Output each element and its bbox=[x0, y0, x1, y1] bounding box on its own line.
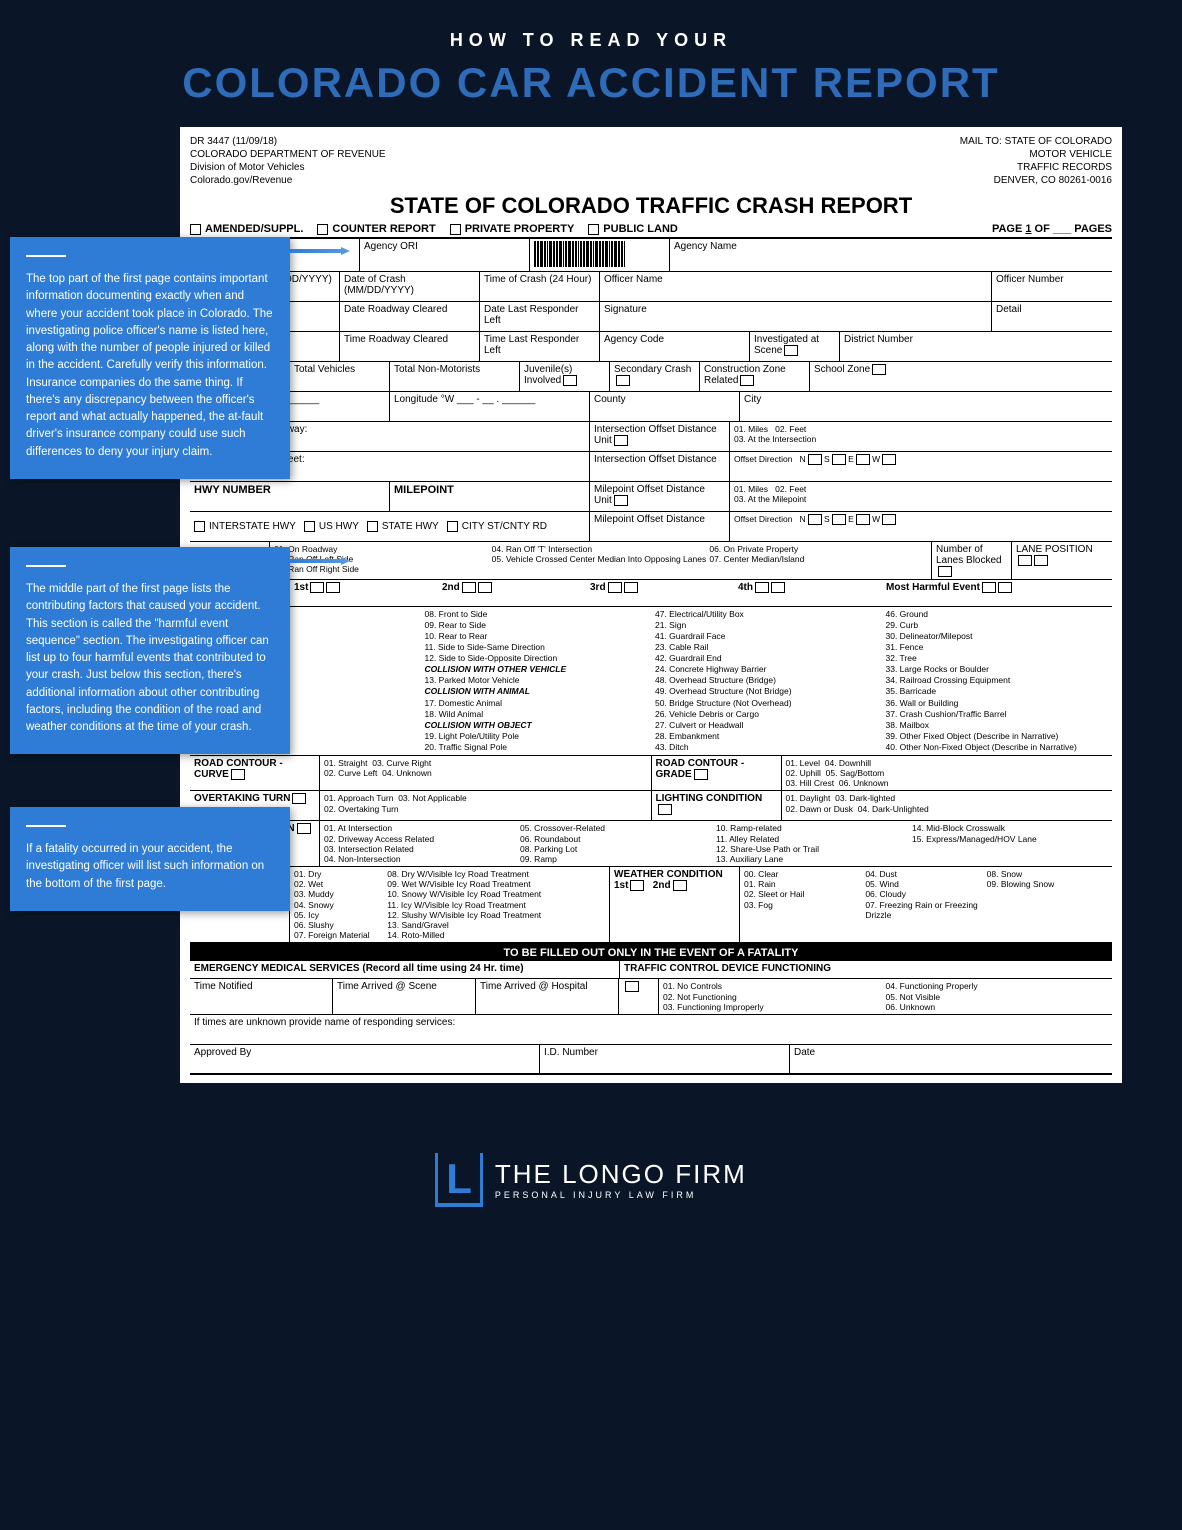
total-nonmotor-field[interactable]: Total Non-Motorists bbox=[390, 362, 520, 391]
county-field[interactable]: County bbox=[590, 392, 740, 421]
date-roadway-field[interactable]: Date Roadway Cleared bbox=[340, 302, 480, 331]
time-crash-field[interactable]: Time of Crash (24 Hour) bbox=[480, 272, 600, 301]
report-type-row: AMENDED/SUPPL. COUNTER REPORT PRIVATE PR… bbox=[190, 223, 1112, 239]
page-footer: L THE LONGO FIRM PERSONAL INJURY LAW FIR… bbox=[0, 1123, 1182, 1247]
form-title: STATE OF COLORADO TRAFFIC CRASH REPORT bbox=[190, 193, 1112, 219]
signature-field[interactable]: Signature bbox=[600, 302, 992, 331]
time-roadway-field[interactable]: Time Roadway Cleared bbox=[340, 332, 480, 361]
offset-dir-field-2[interactable]: Offset Direction N S E W bbox=[730, 512, 1112, 541]
contour-grade-codes: 01. Level 04. Downhill 02. Uphill 05. Sa… bbox=[782, 756, 1113, 791]
district-field[interactable]: District Number bbox=[840, 332, 1112, 361]
weather-codes: 00. Clear01. Rain 02. Sleet or Hail03. F… bbox=[740, 867, 1112, 942]
page-counter: PAGE 1 OF ___ PAGES bbox=[992, 223, 1112, 235]
contour-curve-codes: 01. Straight 03. Curve Right 02. Curve L… bbox=[320, 756, 652, 791]
callout-middle-text: The middle part of the first page lists … bbox=[26, 583, 269, 733]
hwy-number-field[interactable]: HWY NUMBER bbox=[190, 482, 390, 511]
road-cond-codes: 01. Dry02. Wet 03. Muddy04. Snowy 05. Ic… bbox=[290, 867, 610, 942]
mail-l2: MOTOR VEHICLE bbox=[960, 148, 1112, 161]
investigated-field[interactable]: Investigated at Scene bbox=[750, 332, 840, 361]
approved-by-field[interactable]: Approved By bbox=[190, 1045, 540, 1073]
overtaking-codes: 01. Approach Turn 03. Not Applicable 02.… bbox=[320, 791, 652, 820]
callout-top: The top part of the first page contains … bbox=[10, 237, 290, 479]
callout-bottom: If a fatality occurred in your accident,… bbox=[10, 807, 290, 911]
form-header-left: DR 3447 (11/09/18) COLORADO DEPARTMENT O… bbox=[190, 135, 386, 187]
agency-code-field[interactable]: Agency Code bbox=[600, 332, 750, 361]
mail-l3: TRAFFIC RECORDS bbox=[960, 161, 1112, 174]
lighting-label[interactable]: LIGHTING CONDITION bbox=[652, 791, 782, 820]
milepoint-field[interactable]: MILEPOINT bbox=[390, 482, 590, 511]
firm-logo: L THE LONGO FIRM PERSONAL INJURY LAW FIR… bbox=[435, 1153, 747, 1207]
date-last-resp-field[interactable]: Date Last Responder Left bbox=[480, 302, 600, 331]
callout-top-text: The top part of the first page contains … bbox=[26, 273, 273, 458]
tcdf-code-box[interactable] bbox=[619, 979, 659, 1014]
officer-name-field[interactable]: Officer Name bbox=[600, 272, 992, 301]
mp-offset-dist-field[interactable]: Milepoint Offset Distance bbox=[590, 512, 730, 541]
crash-report-form: DR 3447 (11/09/18) COLORADO DEPARTMENT O… bbox=[180, 127, 1122, 1083]
public-checkbox[interactable]: PUBLIC LAND bbox=[588, 223, 678, 235]
time-last-resp-field[interactable]: Time Last Responder Left bbox=[480, 332, 600, 361]
private-checkbox[interactable]: PRIVATE PROPERTY bbox=[450, 223, 575, 235]
harmful-codes-col3: 47. Electrical/Utility Box 21. Sign 41. … bbox=[651, 607, 882, 755]
firm-name: THE LONGO FIRM bbox=[495, 1159, 747, 1190]
mp-offset-unit-field[interactable]: Milepoint Offset Distance Unit bbox=[590, 482, 730, 511]
longitude-field[interactable]: Longitude °W ___ - __ . ______ bbox=[390, 392, 590, 421]
date-crash-field[interactable]: Date of Crash (MM/DD/YYYY) bbox=[340, 272, 480, 301]
construction-field[interactable]: Construction Zone Related bbox=[700, 362, 810, 391]
mail-to: MAIL TO: STATE OF COLORADO bbox=[960, 135, 1112, 148]
callout-middle: The middle part of the first page lists … bbox=[10, 547, 290, 754]
firm-logo-icon: L bbox=[435, 1153, 483, 1207]
form-dept: COLORADO DEPARTMENT OF REVENUE bbox=[190, 148, 386, 161]
harmful-event-header: HARMFUL EVENT SEQUENCE 1st 2nd 3rd 4th M… bbox=[190, 580, 1112, 607]
int-offset-dist-field[interactable]: Intersection Offset Distance bbox=[590, 452, 730, 481]
school-field[interactable]: School Zone bbox=[810, 362, 1112, 391]
time-notified-field[interactable]: Time Notified bbox=[190, 979, 333, 1014]
int-offset-codes: 01. Miles 02. Feet 03. At the Intersecti… bbox=[730, 422, 1112, 451]
form-url: Colorado.gov/Revenue bbox=[190, 174, 386, 187]
date-field[interactable]: Date bbox=[790, 1045, 1112, 1073]
header-title: COLORADO CAR ACCIDENT REPORT bbox=[0, 59, 1182, 107]
form-container: The top part of the first page contains … bbox=[180, 127, 1122, 1083]
fatality-header: TO BE FILLED OUT ONLY IN THE EVENT OF A … bbox=[190, 945, 1112, 961]
lane-position-field[interactable]: LANE POSITION bbox=[1012, 542, 1112, 579]
description-codes: 01. At Intersection02. Driveway Access R… bbox=[320, 821, 1112, 866]
secondary-field[interactable]: Secondary Crash bbox=[610, 362, 700, 391]
offset-dir-field[interactable]: Offset Direction N S E W bbox=[730, 452, 1112, 481]
agency-ori-field[interactable]: Agency ORI bbox=[360, 239, 530, 271]
amended-checkbox[interactable]: AMENDED/SUPPL. bbox=[190, 223, 303, 235]
unknown-times-field[interactable]: If times are unknown provide name of res… bbox=[190, 1015, 1112, 1044]
header-subtitle: HOW TO READ YOUR bbox=[0, 30, 1182, 51]
contour-grade-label[interactable]: ROAD CONTOUR - GRADE bbox=[652, 756, 782, 791]
time-hospital-field[interactable]: Time Arrived @ Hospital bbox=[476, 979, 619, 1014]
total-vehicles-field[interactable]: Total Vehicles bbox=[290, 362, 390, 391]
mp-offset-codes: 01. Miles 02. Feet 03. At the Milepoint bbox=[730, 482, 1112, 511]
form-division: Division of Motor Vehicles bbox=[190, 161, 386, 174]
tcdf-codes: 01. No Controls02. Not Functioning 03. F… bbox=[659, 979, 1112, 1014]
tcdf-label: TRAFFIC CONTROL DEVICE FUNCTIONING bbox=[620, 961, 1112, 978]
num-lanes-field[interactable]: Number of Lanes Blocked bbox=[932, 542, 1012, 579]
time-scene-field[interactable]: Time Arrived @ Scene bbox=[333, 979, 476, 1014]
firm-tagline: PERSONAL INJURY LAW FIRM bbox=[495, 1190, 747, 1200]
callout-bottom-text: If a fatality occurred in your accident,… bbox=[26, 843, 264, 890]
id-number-field[interactable]: I.D. Number bbox=[540, 1045, 790, 1073]
ems-label: EMERGENCY MEDICAL SERVICES (Record all t… bbox=[190, 961, 620, 978]
juveniles-field[interactable]: Juvenile(s) Involved bbox=[520, 362, 610, 391]
harmful-codes-col2: 08. Front to Side 09. Rear to Side 10. R… bbox=[421, 607, 652, 755]
detail-field[interactable]: Detail bbox=[992, 302, 1112, 331]
contour-curve-label[interactable]: ROAD CONTOUR - CURVE bbox=[190, 756, 320, 791]
lighting-codes: 01. Daylight 03. Dark-lighted 02. Dawn o… bbox=[782, 791, 1113, 820]
officer-number-field[interactable]: Officer Number bbox=[992, 272, 1112, 301]
hwy-type-row[interactable]: INTERSTATE HWY US HWY STATE HWY CITY ST/… bbox=[190, 512, 590, 541]
harmful-codes-col4: 46. Ground 29. Curb 30. Delineator/Milep… bbox=[882, 607, 1113, 755]
counter-checkbox[interactable]: COUNTER REPORT bbox=[317, 223, 435, 235]
weather-label[interactable]: WEATHER CONDITION 1st 2nd bbox=[610, 867, 740, 942]
form-number: DR 3447 (11/09/18) bbox=[190, 135, 386, 148]
form-header-right: MAIL TO: STATE OF COLORADO MOTOR VEHICLE… bbox=[960, 135, 1112, 187]
location-codes: 01. On Roadway 02. Ran Off Left Side 03.… bbox=[270, 542, 932, 579]
agency-name-field[interactable]: Agency Name bbox=[670, 239, 1112, 271]
barcode bbox=[530, 239, 670, 271]
page-header: HOW TO READ YOUR COLORADO CAR ACCIDENT R… bbox=[0, 0, 1182, 127]
int-offset-unit-field[interactable]: Intersection Offset Distance Unit bbox=[590, 422, 730, 451]
mail-l4: DENVER, CO 80261-0016 bbox=[960, 174, 1112, 187]
city-field[interactable]: City bbox=[740, 392, 1112, 421]
